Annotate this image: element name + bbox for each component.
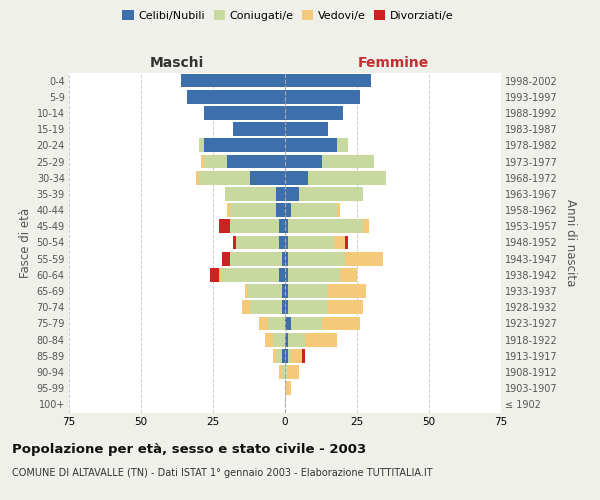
Bar <box>285 122 328 136</box>
Bar <box>288 236 334 250</box>
Bar <box>285 382 291 395</box>
Bar <box>221 268 279 282</box>
Bar <box>288 333 305 346</box>
Bar <box>282 365 285 379</box>
Bar <box>205 106 285 120</box>
Bar <box>199 171 250 184</box>
Text: Femmine: Femmine <box>358 56 428 70</box>
Bar <box>282 300 285 314</box>
Bar <box>285 365 288 379</box>
Bar <box>291 203 337 217</box>
Bar <box>302 349 305 362</box>
Bar <box>233 122 285 136</box>
Bar <box>285 268 288 282</box>
Bar <box>196 171 199 184</box>
Bar <box>181 74 285 88</box>
Bar <box>274 333 285 346</box>
Bar <box>285 154 322 168</box>
Bar <box>346 236 349 250</box>
Bar <box>285 316 291 330</box>
Bar <box>285 284 288 298</box>
Bar <box>285 90 360 104</box>
Bar <box>250 300 282 314</box>
Bar <box>268 316 285 330</box>
Bar <box>328 284 365 298</box>
Bar <box>346 252 383 266</box>
Legend: Celibi/Nubili, Coniugati/e, Vedovi/e, Divorziati/e: Celibi/Nubili, Coniugati/e, Vedovi/e, Di… <box>118 6 458 25</box>
Text: Popolazione per età, sesso e stato civile - 2003: Popolazione per età, sesso e stato civil… <box>12 442 366 456</box>
Bar <box>285 203 291 217</box>
Bar <box>277 349 282 362</box>
Bar <box>308 171 386 184</box>
Bar <box>288 300 328 314</box>
Bar <box>334 236 346 250</box>
Bar <box>219 268 221 282</box>
Bar <box>230 252 282 266</box>
Bar <box>337 138 349 152</box>
Bar <box>279 236 285 250</box>
Bar <box>285 349 288 362</box>
Bar <box>265 333 274 346</box>
Bar <box>288 365 299 379</box>
Bar <box>279 365 282 379</box>
Bar <box>199 138 205 152</box>
Bar <box>282 349 285 362</box>
Y-axis label: Fasce di età: Fasce di età <box>19 208 32 278</box>
Bar <box>224 187 277 201</box>
Bar <box>337 203 340 217</box>
Bar <box>219 220 230 233</box>
Bar <box>250 171 285 184</box>
Bar <box>363 220 368 233</box>
Bar <box>288 349 291 362</box>
Bar <box>340 268 357 282</box>
Bar <box>285 106 343 120</box>
Bar <box>285 74 371 88</box>
Bar <box>210 268 219 282</box>
Bar <box>274 349 277 362</box>
Bar <box>288 252 346 266</box>
Bar <box>288 220 363 233</box>
Bar <box>248 284 282 298</box>
Bar <box>328 300 363 314</box>
Bar <box>322 154 374 168</box>
Bar <box>322 316 360 330</box>
Bar <box>288 268 340 282</box>
Bar <box>282 284 285 298</box>
Bar <box>227 154 285 168</box>
Bar <box>236 236 279 250</box>
Bar <box>291 349 302 362</box>
Y-axis label: Anni di nascita: Anni di nascita <box>563 199 577 286</box>
Bar <box>242 300 250 314</box>
Bar <box>202 154 205 168</box>
Bar <box>205 138 285 152</box>
Bar <box>285 138 337 152</box>
Bar <box>279 220 285 233</box>
Bar <box>288 284 328 298</box>
Bar <box>187 90 285 104</box>
Bar <box>259 316 268 330</box>
Bar <box>279 268 285 282</box>
Bar <box>277 203 285 217</box>
Bar <box>291 316 322 330</box>
Bar <box>245 284 248 298</box>
Bar <box>227 203 230 217</box>
Bar <box>230 220 279 233</box>
Bar <box>205 154 227 168</box>
Bar <box>285 220 288 233</box>
Text: COMUNE DI ALTAVALLE (TN) - Dati ISTAT 1° gennaio 2003 - Elaborazione TUTTITALIA.: COMUNE DI ALTAVALLE (TN) - Dati ISTAT 1°… <box>12 468 433 477</box>
Bar <box>221 252 230 266</box>
Bar <box>285 300 288 314</box>
Bar <box>285 333 288 346</box>
Bar <box>285 171 308 184</box>
Bar <box>285 236 288 250</box>
Bar <box>299 187 363 201</box>
Bar <box>230 203 277 217</box>
Bar <box>285 187 299 201</box>
Bar <box>305 333 337 346</box>
Bar <box>277 187 285 201</box>
Bar <box>282 252 285 266</box>
Bar <box>285 252 288 266</box>
Bar <box>233 236 236 250</box>
Text: Maschi: Maschi <box>150 56 204 70</box>
